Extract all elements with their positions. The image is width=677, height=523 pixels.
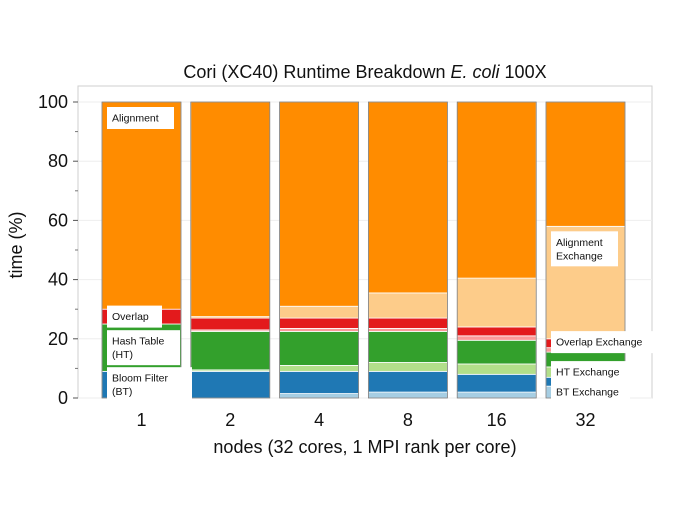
bar-segment-hash_table bbox=[456, 339, 537, 365]
bar-segment-bloom_filter bbox=[279, 370, 360, 394]
chart-title: Cori (XC40) Runtime Breakdown E. coli 10… bbox=[183, 62, 546, 82]
y-tick-label: 0 bbox=[58, 388, 68, 408]
bar-outline bbox=[190, 101, 271, 399]
bar-segment-overlap bbox=[456, 326, 537, 337]
bar-segment-bloom_filter bbox=[190, 370, 271, 399]
bar-segment-hash_table bbox=[367, 330, 448, 363]
annotation-text: Overlap Exchange bbox=[556, 337, 643, 349]
bar-segment-bloom_filter bbox=[456, 373, 537, 393]
x-tick-label: 2 bbox=[225, 410, 235, 430]
chart-title-italic: E. coli bbox=[451, 62, 501, 82]
bar-segment-bt_exchange bbox=[456, 391, 537, 399]
bar-segment-alignment bbox=[456, 101, 537, 279]
annotation-text: Exchange bbox=[556, 250, 603, 262]
y-tick-label: 80 bbox=[48, 151, 68, 171]
bar-segment-hash_table bbox=[190, 330, 271, 371]
y-tick-label: 20 bbox=[48, 329, 68, 349]
x-tick-label: 8 bbox=[403, 410, 413, 430]
bar-segment-overlap_exchange bbox=[456, 335, 537, 341]
annotation-box bbox=[551, 361, 630, 384]
annotation-text: (BT) bbox=[112, 386, 132, 398]
bar-outline bbox=[456, 101, 537, 399]
y-axis-ticks: 0 20 40 60 80 100 bbox=[38, 92, 78, 408]
bar-segment-bt_exchange bbox=[279, 393, 360, 399]
bar-segment-alignment_exchange bbox=[367, 292, 448, 319]
annotation-text: Hash Table bbox=[112, 336, 165, 348]
bar-outline bbox=[367, 101, 448, 399]
annotation-text: (HT) bbox=[112, 349, 133, 361]
bar-segment-overlap_exchange bbox=[367, 328, 448, 332]
bar-segment-overlap bbox=[367, 317, 448, 329]
bar-segment-alignment bbox=[367, 101, 448, 294]
annotation-text: Overlap bbox=[112, 311, 149, 323]
annotation-box bbox=[107, 305, 162, 328]
x-tick-label: 4 bbox=[314, 410, 324, 430]
annotation-text: Alignment bbox=[556, 237, 603, 249]
y-tick-label: 60 bbox=[48, 210, 68, 230]
bar-segment-ht_exchange bbox=[367, 362, 448, 372]
annotation-text: BT Exchange bbox=[556, 387, 619, 399]
bar-segment-ht_exchange bbox=[456, 363, 537, 375]
annotation-box bbox=[107, 107, 174, 129]
chart-title-prefix: Cori (XC40) Runtime Breakdown bbox=[183, 62, 450, 82]
bar-segment-alignment bbox=[101, 101, 182, 310]
y-axis-label: time (%) bbox=[6, 212, 26, 279]
annotation-box bbox=[107, 367, 192, 403]
bar-segment-bloom_filter bbox=[367, 370, 448, 393]
annotation-box bbox=[107, 330, 180, 366]
chart-title-suffix: 100X bbox=[500, 62, 547, 82]
annotations: Alignment Overlap Hash Table(HT) Bloom Filt… bbox=[107, 107, 661, 404]
x-tick-label: 32 bbox=[575, 410, 595, 430]
y-tick-label: 100 bbox=[38, 92, 68, 112]
bar-segment-ht_exchange bbox=[279, 365, 360, 372]
bar-outline bbox=[279, 101, 360, 399]
y-tick-label: 40 bbox=[48, 270, 68, 290]
x-axis-label: nodes (32 cores, 1 MPI rank per core) bbox=[213, 437, 516, 457]
x-tick-label: 16 bbox=[487, 410, 507, 430]
bar-segment-alignment bbox=[190, 101, 271, 318]
annotation-box bbox=[551, 381, 630, 404]
bar-segment-hash_table bbox=[279, 330, 360, 366]
x-axis-ticks: 1 2 4 8 16 32 bbox=[136, 410, 595, 430]
annotation-text: HT Exchange bbox=[556, 367, 620, 379]
bar-segment-alignment_exchange bbox=[279, 305, 360, 319]
bar-segment-overlap bbox=[190, 317, 271, 331]
annotation-box bbox=[551, 231, 618, 267]
bar-segment-alignment_exchange bbox=[456, 277, 537, 328]
bar-segment-alignment bbox=[279, 101, 360, 307]
annotation-text: Bloom Filter bbox=[112, 373, 169, 385]
bar-segment-overlap_exchange bbox=[279, 328, 360, 332]
bar-segment-bt_exchange bbox=[367, 391, 448, 399]
bar-segment-overlap bbox=[279, 317, 360, 329]
annotation-text: Alignment bbox=[112, 113, 159, 125]
bar-segment-alignment bbox=[545, 101, 626, 227]
annotation-box bbox=[551, 331, 661, 354]
x-tick-label: 1 bbox=[136, 410, 146, 430]
